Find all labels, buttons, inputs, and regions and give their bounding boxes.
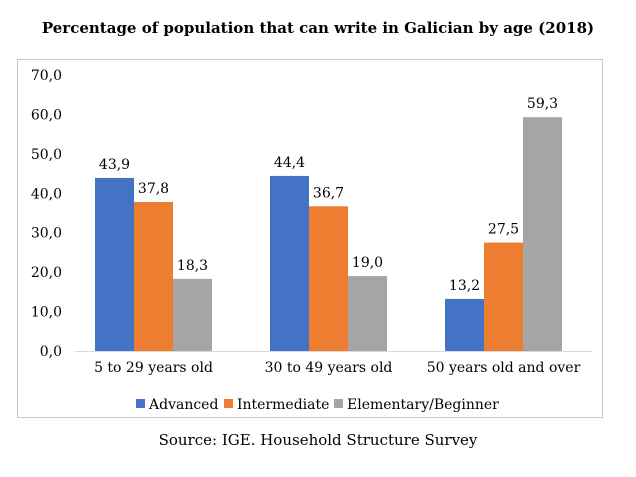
x-tick-label: 5 to 29 years old xyxy=(94,360,213,376)
y-tick-label: 0,0 xyxy=(40,344,62,360)
data-label: 37,8 xyxy=(138,181,169,197)
bar-advanced xyxy=(445,298,484,351)
bar-intermediate xyxy=(134,201,173,351)
data-label: 19,0 xyxy=(352,255,383,271)
x-tick-label: 50 years old and over xyxy=(427,360,581,376)
legend-swatch xyxy=(136,399,145,408)
legend-label: Advanced xyxy=(148,397,218,413)
y-tick-label: 50,0 xyxy=(31,147,62,163)
data-label: 43,9 xyxy=(99,157,130,173)
x-tick-label: 30 to 49 years old xyxy=(265,360,393,376)
bar-elementary-beginner xyxy=(523,117,562,351)
y-tick-label: 40,0 xyxy=(31,186,62,202)
data-label: 36,7 xyxy=(313,185,344,201)
bar-advanced xyxy=(270,175,309,351)
legend-swatch xyxy=(224,399,233,408)
bar-elementary-beginner xyxy=(348,276,387,351)
bar-advanced xyxy=(95,177,134,351)
bar-intermediate xyxy=(309,206,348,351)
data-label: 59,3 xyxy=(527,96,558,112)
y-tick-label: 10,0 xyxy=(31,305,62,321)
y-tick-label: 60,0 xyxy=(31,107,62,123)
y-tick-label: 30,0 xyxy=(31,226,62,242)
data-label: 18,3 xyxy=(177,258,208,274)
legend-label: Intermediate xyxy=(237,397,329,413)
chart-frame xyxy=(17,59,603,418)
data-label: 44,4 xyxy=(274,155,305,171)
bar-elementary-beginner xyxy=(173,278,212,351)
legend-swatch xyxy=(334,399,343,408)
data-label: 27,5 xyxy=(488,222,519,238)
chart-title: Percentage of population that can write … xyxy=(41,19,595,37)
legend-label: Elementary/Beginner xyxy=(347,397,499,413)
y-tick-label: 20,0 xyxy=(31,265,62,281)
data-label: 13,2 xyxy=(449,278,480,294)
y-tick-label: 70,0 xyxy=(31,68,62,84)
source-note: Source: IGE. Household Structure Survey xyxy=(158,431,478,449)
bar-intermediate xyxy=(484,242,523,351)
